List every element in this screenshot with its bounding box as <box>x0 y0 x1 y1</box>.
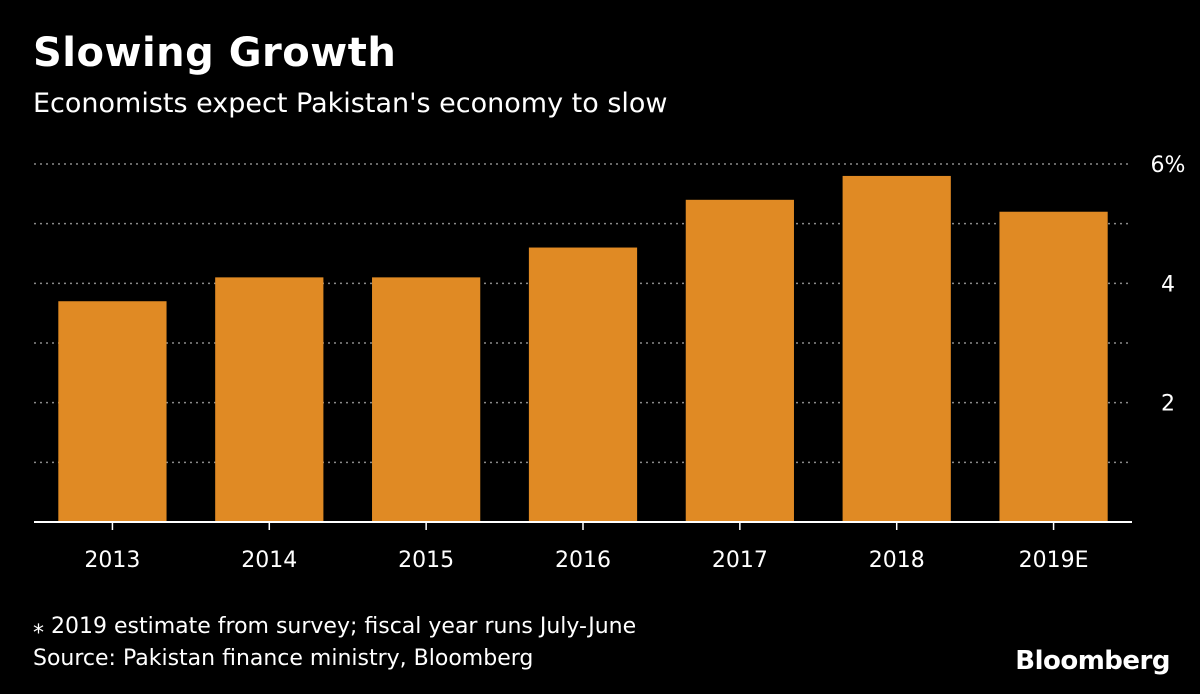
y-tick-label: 6% <box>1151 153 1186 178</box>
bar-2013 <box>58 301 167 522</box>
y-tick-label: 4 <box>1161 272 1175 297</box>
y-axis-labels: 2 4 6% <box>1151 153 1186 417</box>
y-tick-label: 2 <box>1161 392 1175 417</box>
x-tick-label: 2013 <box>84 548 140 573</box>
x-tick-label: 2018 <box>869 548 925 573</box>
bar-2018 <box>842 175 951 522</box>
bar-2014 <box>215 277 324 522</box>
x-axis-ticks <box>111 522 1055 530</box>
x-axis-labels: 2013 2014 2015 2016 2017 2018 2019E <box>84 548 1088 573</box>
x-tick-label: 2016 <box>555 548 611 573</box>
bar-2017 <box>685 199 794 523</box>
x-tick-label: 2014 <box>241 548 297 573</box>
bar-2019e <box>999 211 1108 522</box>
bar-2015 <box>372 277 481 522</box>
x-tick-label: 2017 <box>712 548 768 573</box>
footnote-estimate: ⁎ 2019 estimate from survey; fiscal year… <box>33 614 637 639</box>
source-note: Source: Pakistan finance ministry, Bloom… <box>33 646 534 671</box>
chart-subtitle: Economists expect Pakistan's economy to … <box>33 88 668 119</box>
bloomberg-logo: Bloomberg <box>1015 646 1170 676</box>
x-tick-label: 2019E <box>1019 548 1089 573</box>
chart-title: Slowing Growth <box>33 30 397 76</box>
bars <box>58 175 1108 523</box>
x-tick-label: 2015 <box>398 548 454 573</box>
bar-2016 <box>528 247 638 523</box>
